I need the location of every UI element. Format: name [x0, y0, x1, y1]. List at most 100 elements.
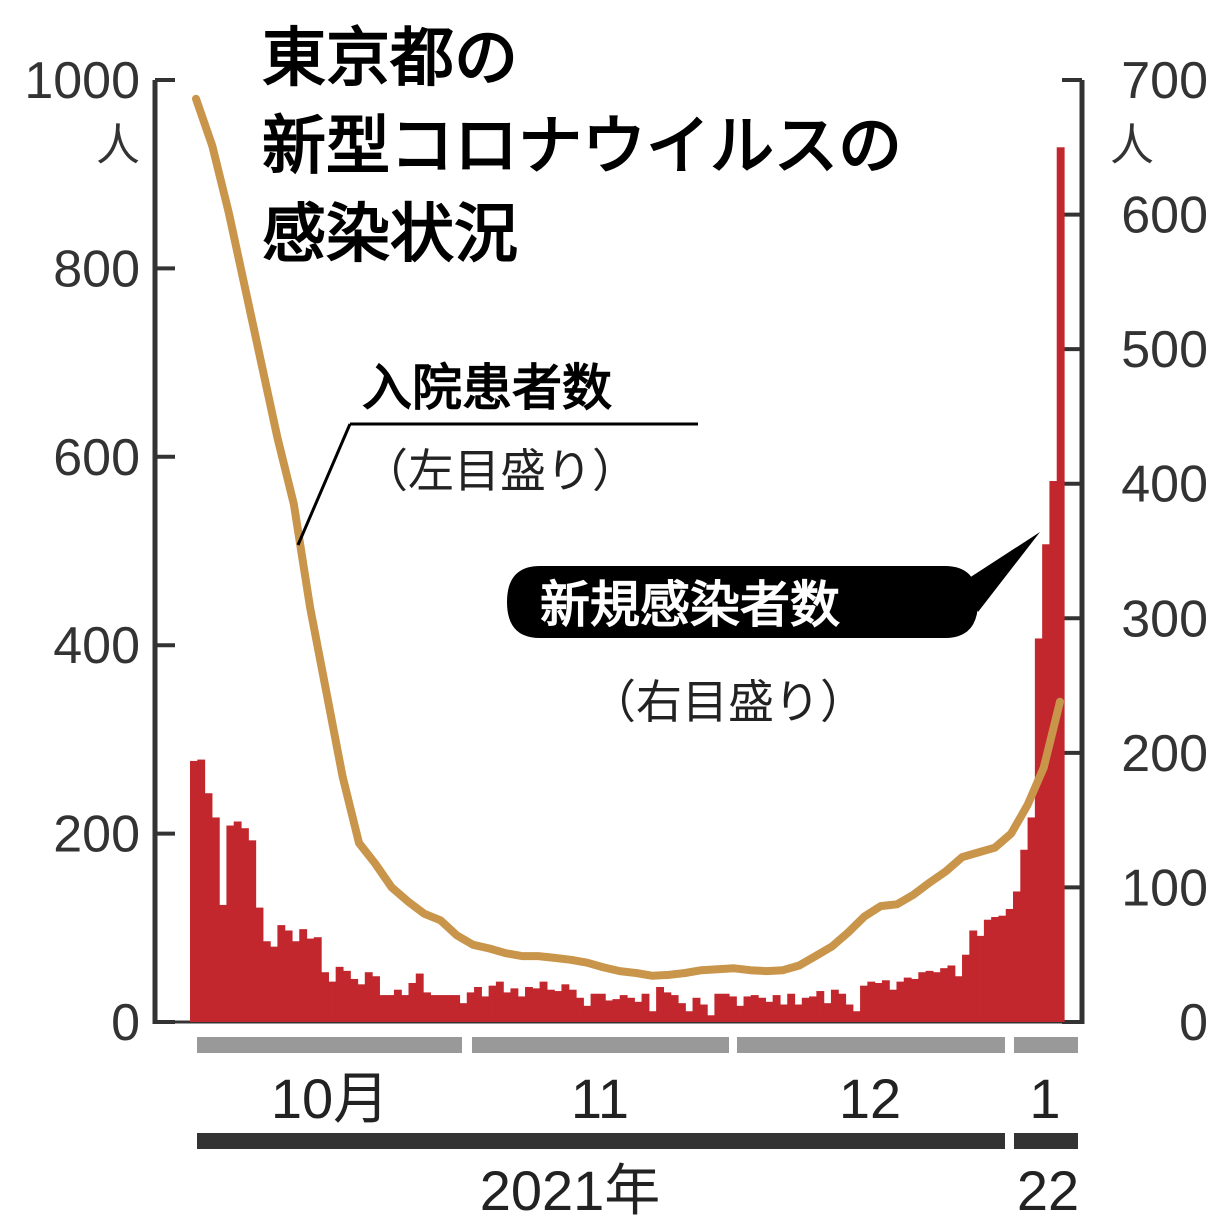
month-bar-dec [737, 1037, 1005, 1053]
cases-bar [597, 993, 606, 1022]
cases-bar [474, 987, 482, 1022]
cases-bar [240, 828, 249, 1022]
hospitalized-label: 入院患者数 [362, 359, 612, 417]
cases-bar [313, 937, 322, 1022]
month-label-nov: 11 [571, 1067, 629, 1130]
cases-bar [707, 1015, 715, 1022]
cases-bar [1034, 638, 1043, 1022]
cases-bar [860, 985, 868, 1022]
left-tick-label: 400 [53, 617, 140, 675]
cases-bar [277, 925, 286, 1022]
cases-bar [663, 992, 672, 1022]
cases-bar [1056, 147, 1065, 1023]
cases-bar [437, 995, 446, 1022]
cases-bar [554, 991, 563, 1022]
hospitalized-scale-note: （左目盛り） [362, 444, 638, 498]
cases-bar [379, 995, 388, 1022]
cases-bar [728, 996, 737, 1022]
cases-bars [190, 147, 1065, 1023]
month-bar-jan [1014, 1037, 1078, 1053]
hospitalized-leader-line [296, 423, 352, 546]
cases-bar [430, 995, 439, 1022]
cases-bar [794, 1004, 803, 1022]
cases-bar [641, 993, 650, 1022]
right-tick-label: 100 [1121, 859, 1208, 917]
cases-bar [190, 760, 198, 1022]
cases-bar [1020, 849, 1029, 1022]
cases-bar [736, 1005, 745, 1022]
cases-bar [546, 989, 555, 1022]
cases-bar [576, 997, 584, 1022]
cases-bar [750, 995, 759, 1022]
cases-bar [932, 972, 941, 1022]
cases-bar [444, 995, 453, 1022]
cases-bar [809, 996, 817, 1022]
cases-bar [423, 992, 431, 1022]
cases-bar [204, 793, 213, 1022]
title-line-2: 新型コロナウイルスの [262, 110, 902, 184]
cases-bar [634, 1001, 643, 1022]
cases-bar [255, 907, 264, 1022]
cases-bar [692, 997, 701, 1022]
cases-bar [969, 930, 978, 1022]
cases-bar [925, 970, 934, 1022]
cases-bar [619, 995, 628, 1022]
cases-bar [306, 938, 315, 1022]
cases-bar [248, 840, 257, 1022]
cases-bar [466, 992, 475, 1022]
cases-bar [830, 989, 839, 1022]
month-label-dec: 12 [839, 1067, 901, 1130]
cases-bar [568, 989, 577, 1022]
month-bar-nov [472, 1037, 729, 1053]
cases-bar [656, 987, 665, 1022]
cases-bar [495, 981, 504, 1022]
cases-bar [364, 972, 373, 1022]
cases-bar [233, 821, 242, 1022]
cases-bar [335, 966, 344, 1022]
cases-bar [998, 915, 1007, 1022]
cases-bar [401, 995, 410, 1022]
cases-bar [1049, 481, 1058, 1022]
year-bar-2022 [1014, 1133, 1078, 1149]
cases-bar [328, 981, 337, 1022]
cases-bar [874, 982, 883, 1022]
left-tick-label: 0 [111, 994, 140, 1052]
cases-bar [510, 988, 519, 1022]
cases-bar [714, 993, 723, 1022]
cases-bar [517, 996, 526, 1022]
cases-bar [758, 997, 766, 1022]
cases-bar [685, 1011, 694, 1022]
cases-bar [699, 1004, 708, 1022]
cases-bar [765, 1001, 774, 1022]
cases-bar [299, 929, 308, 1022]
cases-bar [954, 976, 963, 1022]
cases-bar [372, 976, 380, 1022]
year-label-2021: 2021年 [480, 1159, 661, 1220]
cases-bar [1013, 891, 1021, 1022]
cases-bar [627, 997, 635, 1022]
cases-bar [1005, 908, 1014, 1022]
cases-bar [779, 1004, 788, 1022]
cases-bar [918, 972, 927, 1022]
cases-bar [1042, 544, 1051, 1022]
cases-bar [262, 941, 271, 1022]
cases-bar [525, 987, 533, 1022]
cases-bar [211, 817, 220, 1022]
cases-label-bubble [507, 532, 1040, 638]
month-bar-oct [197, 1037, 462, 1053]
month-label-oct: 10月 [271, 1067, 389, 1130]
right-tick-label: 400 [1121, 456, 1208, 514]
cases-bar [488, 985, 497, 1022]
cases-bar [801, 997, 810, 1022]
right-ticks: 0 100 200 300 400 500 600 700 [1062, 52, 1208, 1052]
left-tick-label: 800 [53, 240, 140, 298]
left-tick-label: 600 [53, 429, 140, 487]
cases-bar [481, 996, 490, 1022]
month-label-jan: 1 [1029, 1067, 1060, 1130]
cases-bar [1027, 817, 1036, 1022]
cases-bar [787, 993, 796, 1022]
cases-bar [291, 941, 300, 1022]
cases-bar [197, 759, 206, 1022]
hospitalized-line [192, 94, 1064, 980]
